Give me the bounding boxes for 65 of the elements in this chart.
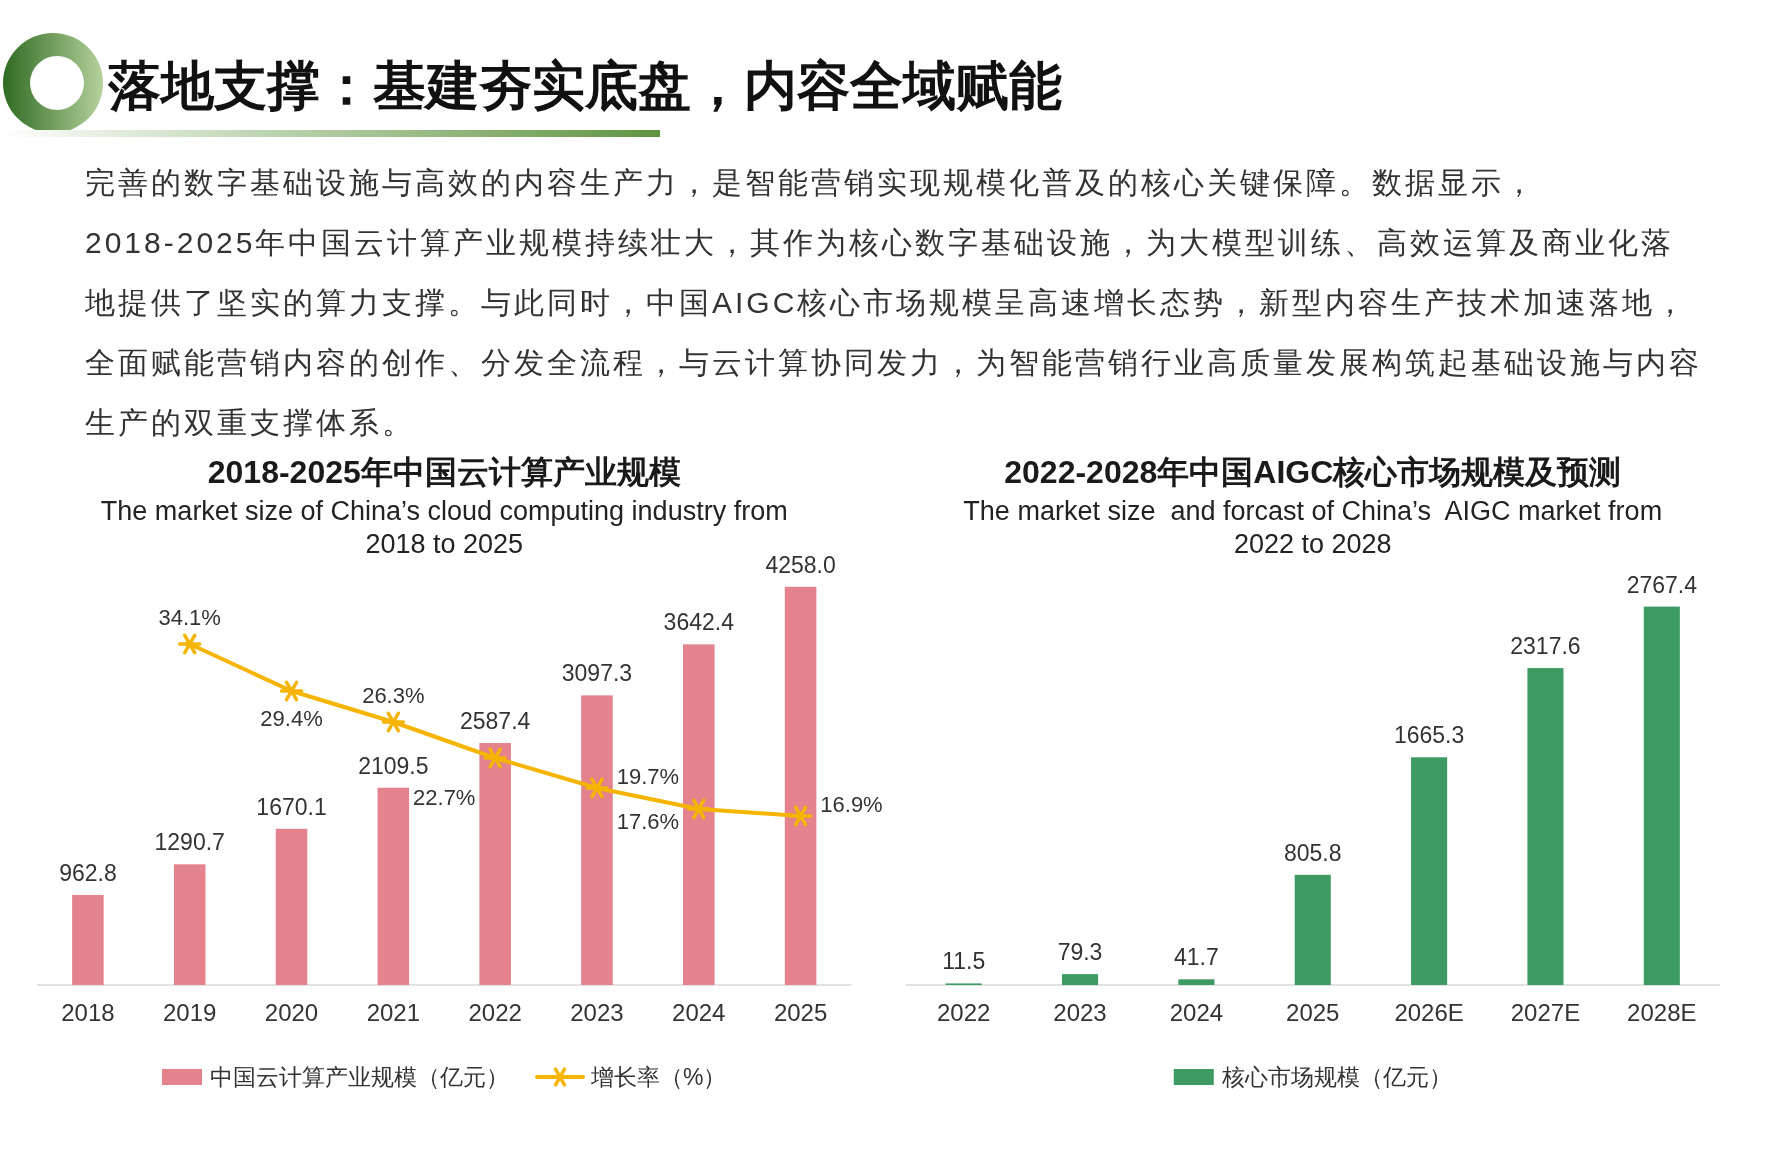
bar: [275, 828, 308, 985]
data-label: 3097.3: [561, 660, 633, 687]
chart-title: 2022-2028年中国AIGC核心市场规模及预测: [1004, 454, 1622, 490]
data-label: 962.8: [59, 859, 117, 886]
legend-label: 增长率（%）: [590, 1064, 727, 1090]
x-tick-label: 2027E: [1510, 999, 1581, 1026]
data-label: 29.4%: [260, 705, 323, 731]
x-tick-label: 2024: [1169, 999, 1224, 1026]
data-label: 19.7%: [616, 763, 680, 789]
x-tick-label: 2022: [936, 999, 991, 1026]
data-label: 16.9%: [820, 791, 883, 817]
bar: [784, 586, 817, 985]
point: [381, 711, 406, 733]
x-tick-label: 2022: [468, 999, 522, 1026]
x-tick-label: 2021: [366, 999, 421, 1026]
data-label: 1290.7: [154, 829, 225, 856]
bar: [1178, 979, 1215, 985]
chart-subtitle: The market size and forcast of China’s AIGC market from 2022 to 2028: [963, 496, 1663, 559]
data-label: 2109.5: [358, 752, 429, 779]
data-label: 2587.4: [459, 708, 531, 735]
text: 落地支撑：基建夯实底盘，内容全域赋能: [107, 56, 1062, 115]
x-tick-label: 2018: [61, 999, 115, 1026]
x-tick-label: 2028E: [1627, 999, 1697, 1026]
data-label: 1665.3: [1393, 722, 1465, 749]
data-label: 26.3%: [362, 682, 425, 708]
bar: [1643, 606, 1680, 985]
x-tick-label: 2026E: [1394, 999, 1464, 1026]
bar: [72, 894, 104, 985]
bar: [1527, 668, 1564, 985]
point: [687, 798, 711, 820]
bar: [683, 644, 715, 985]
x-tick-label: 2023: [570, 999, 624, 1026]
data-label: 805.8: [1283, 839, 1342, 866]
x-tick-label: 2025: [773, 999, 828, 1026]
bar: [377, 787, 410, 985]
point: [177, 633, 202, 655]
point: [279, 680, 304, 702]
data-label: 41.7: [1174, 944, 1219, 971]
point: [483, 747, 507, 769]
data-label: 17.6%: [616, 808, 680, 834]
data-label: 79.3: [1057, 939, 1103, 966]
data-label: 3642.4: [663, 609, 735, 636]
x-tick-label: 2020: [264, 999, 319, 1026]
x-tick-label: 2023: [1053, 999, 1107, 1026]
data-label: 1670.1: [256, 793, 327, 820]
bar: [581, 695, 613, 985]
bar: [479, 743, 511, 985]
x-tick-label: 2019: [163, 999, 217, 1026]
legend-label: 核心市场规模（亿元）: [1220, 1064, 1452, 1090]
bar: [1062, 974, 1099, 985]
bar: [1411, 757, 1448, 985]
point: [585, 777, 609, 799]
text: 完善的数字基础设施与高效的内容生产力，是智能营销实现规模化普及的核心关键保障。数据显示，2018-2025年中国云计算产业规模持续壮大，其作为核心数字基础设施，为大模型训练、高效运算及商业化落地提供了坚实的算力支撑。与此同时，中国AIGC核心市场规模呈高速增长态势，新型内容生产技术加速落地，全面赋能营销内容的创作、分发全流程，与云计算协同发力，为智能营销行业高质量发展构筑起基础设施与内容生产的双重支撑体系。: [84, 166, 1702, 439]
point: [788, 805, 813, 827]
bar: [1294, 874, 1331, 985]
x-tick-label: 2025: [1286, 999, 1340, 1026]
data-label: 2317.6: [1510, 633, 1581, 660]
bar: [173, 864, 206, 985]
data-label: 11.5: [942, 948, 986, 975]
x-tick-label: 2024: [672, 999, 726, 1026]
legend-label: 中国云计算产业规模（亿元）: [210, 1064, 510, 1090]
data-label: 22.7%: [413, 784, 476, 810]
chart-title: 2018-2025年中国云计算产业规模: [207, 454, 681, 490]
data-label: 34.1%: [158, 604, 221, 630]
data-label: 2767.4: [1626, 571, 1698, 598]
